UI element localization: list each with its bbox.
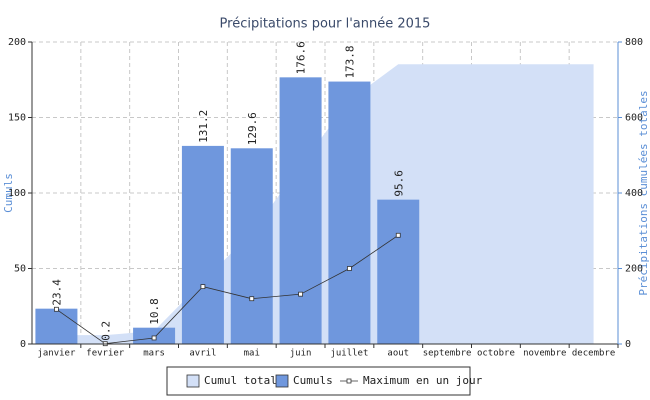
line-marker: [395, 232, 401, 238]
x-tick-label: novembre: [523, 349, 566, 359]
y-tick-label: 0: [20, 339, 26, 350]
x-tick-label: mai: [244, 349, 260, 359]
legend-swatch: [186, 374, 200, 388]
legend-label: Cumuls: [293, 374, 333, 387]
line-marker: [54, 306, 59, 312]
y-tick-label: 50: [14, 264, 26, 275]
line-marker: [249, 296, 255, 302]
data-label: 95.6: [392, 170, 405, 197]
x-tick-label: mars: [143, 349, 165, 359]
x-tick-label: septembre: [423, 349, 472, 359]
x-tick-label: juin: [290, 349, 312, 359]
data-label: 173.8: [343, 45, 356, 78]
bar: [35, 308, 78, 344]
y2-tick-label: 600: [625, 113, 643, 124]
line-marker: [347, 266, 352, 271]
area: [56, 64, 594, 345]
y2-axis-label: Précipitations cumulées totales: [637, 90, 650, 295]
x-tick-label: aout: [387, 349, 409, 359]
bar: [181, 145, 224, 344]
y2-tick-label: 200: [625, 264, 643, 275]
line-marker: [151, 335, 157, 341]
data-label: 10.8: [148, 298, 161, 325]
line-marker: [298, 291, 303, 297]
x-tick-label: octobre: [477, 349, 515, 359]
legend-label: Maximum en un jour: [363, 374, 483, 387]
y2-tick-label: 0: [625, 339, 631, 350]
y2-tick-label: 400: [625, 188, 643, 199]
x-tick-label: juillet: [330, 349, 368, 359]
bar: [279, 77, 322, 345]
data-label: 176.6: [295, 41, 308, 74]
data-label: 131.2: [197, 110, 210, 143]
y-tick-label: 150: [8, 113, 26, 124]
bar: [328, 81, 371, 344]
line-marker: [200, 284, 206, 290]
data-label: 129.6: [246, 112, 259, 145]
y2-tick-label: 800: [625, 37, 643, 48]
legend-swatch: [275, 374, 289, 388]
y-tick-label: 100: [8, 188, 26, 199]
data-label: 0.2: [99, 321, 112, 341]
chart-title: Précipitations pour l'année 2015: [220, 17, 431, 32]
data-label: 23.4: [50, 279, 63, 306]
bar: [230, 148, 273, 344]
x-tick-label: decembre: [572, 349, 615, 359]
legend-label: Cumul total: [204, 374, 277, 387]
line: [56, 234, 399, 345]
legend-swatch: [346, 378, 352, 384]
legend: [166, 366, 471, 396]
bar: [377, 199, 420, 344]
y-axis-label: Cumuls: [2, 173, 15, 213]
x-tick-label: fevrier: [86, 349, 125, 359]
x-tick-label: avril: [189, 349, 216, 359]
y-tick-label: 200: [8, 37, 26, 48]
x-tick-label: janvier: [37, 349, 76, 359]
